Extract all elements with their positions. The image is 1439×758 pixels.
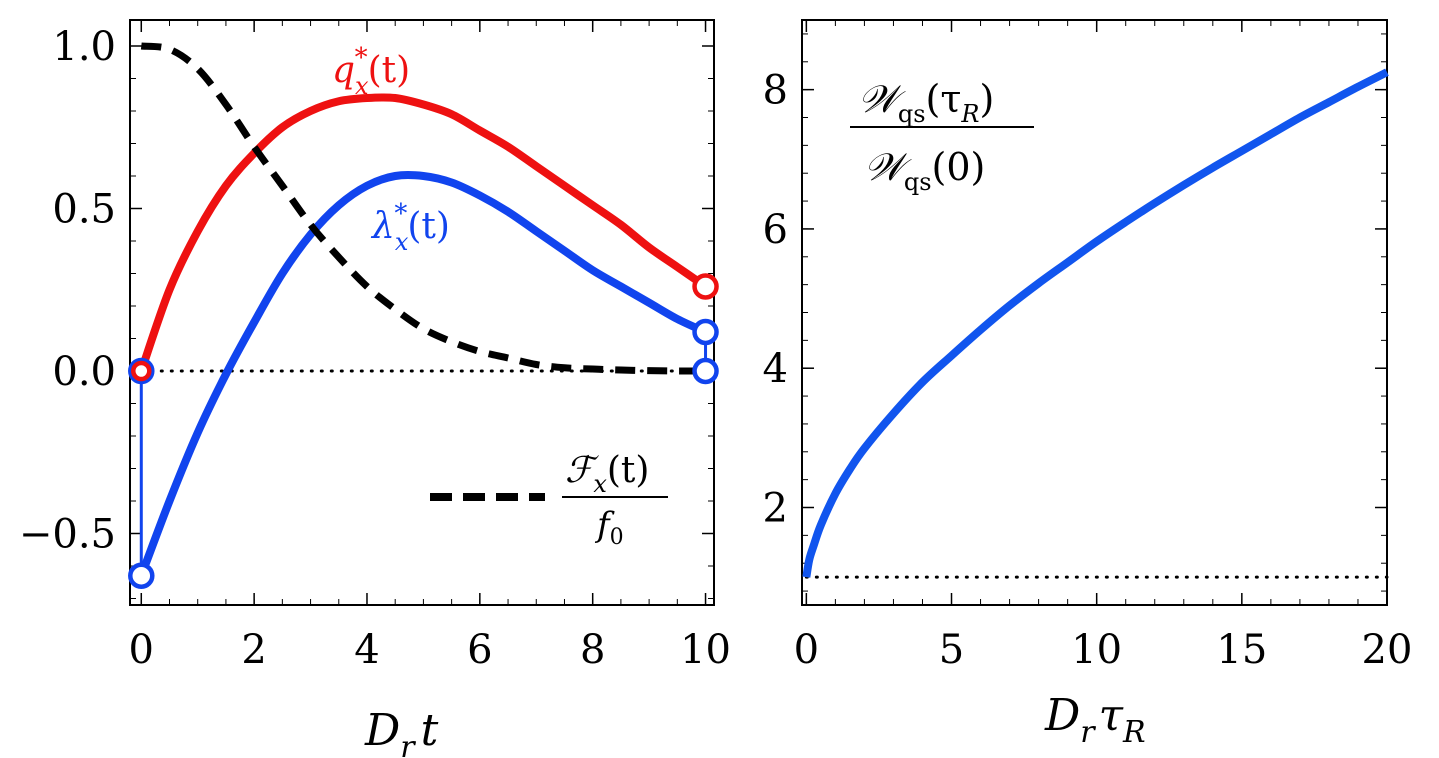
force-legend-numerator: ℱx(t) xyxy=(565,450,649,498)
left-boundary-marker-4 xyxy=(692,318,719,346)
q-series-label: qx*(t) xyxy=(332,43,410,100)
right-tick-labels: 0 5 10 15 20 2 4 6 8 xyxy=(763,68,1413,673)
right-y-tick-label: 4 xyxy=(763,346,788,392)
left-markers xyxy=(128,273,719,589)
right-y-tick-label: 2 xyxy=(763,486,788,532)
left-boundary-marker-1 xyxy=(131,360,152,382)
left-y-tick-label: 1.0 xyxy=(52,24,116,70)
ratio-numerator: 𝒲qs(τR) xyxy=(858,77,994,128)
right-x-axis-title: DrτR xyxy=(1044,690,1146,750)
left-series-line-0 xyxy=(137,93,708,373)
lambda-series-label: λx*(t) xyxy=(370,199,450,256)
force-legend: ℱx(t) f0 xyxy=(430,450,668,550)
left-series-line-1 xyxy=(137,170,708,578)
left-x-tick-label: 8 xyxy=(580,627,605,673)
left-y-tick-label: −0.5 xyxy=(19,512,116,558)
right-x-tick-label: 10 xyxy=(1071,627,1122,673)
right-chart: 0 5 10 15 20 2 4 6 8 𝒲qs(τR) 𝒲qs(0) DrτR xyxy=(763,19,1413,750)
left-y-tick-label: 0.0 xyxy=(52,349,116,395)
ratio-denominator: 𝒲qs(0) xyxy=(864,145,985,196)
right-series xyxy=(802,68,1389,578)
left-boundary-marker-5 xyxy=(692,357,719,385)
left-x-tick-label: 6 xyxy=(467,627,492,673)
left-y-tick-label: 0.5 xyxy=(52,187,116,233)
left-boundary-marker-2 xyxy=(128,562,155,589)
left-chart: 0 2 4 6 8 10 −0.5 0.0 0.5 1.0 qx*(t) λx*(t) ℱx(t)… xyxy=(19,19,731,758)
right-ticks xyxy=(802,20,1388,605)
right-x-tick-label: 15 xyxy=(1216,627,1267,673)
left-tick-labels: 0 2 4 6 8 10 −0.5 0.0 0.5 1.0 xyxy=(19,24,731,673)
left-x-axis-title: Dr t xyxy=(364,705,439,758)
left-x-tick-label: 10 xyxy=(680,627,731,673)
right-x-tick-label: 20 xyxy=(1362,627,1413,673)
left-series xyxy=(137,42,708,578)
left-boundary-marker-3 xyxy=(692,273,719,300)
right-x-tick-label: 5 xyxy=(939,627,964,673)
left-x-tick-label: 2 xyxy=(241,627,266,673)
ratio-annotation: 𝒲qs(τR) 𝒲qs(0) xyxy=(850,77,1034,196)
left-x-tick-label: 4 xyxy=(354,627,379,673)
force-legend-denominator: f0 xyxy=(594,505,624,550)
left-x-tick-label: 0 xyxy=(129,627,154,673)
right-series-line-0 xyxy=(802,68,1389,578)
right-x-tick-label: 0 xyxy=(794,627,819,673)
left-ticks xyxy=(130,20,714,605)
right-y-tick-label: 8 xyxy=(763,68,788,114)
left-plot-frame xyxy=(129,19,715,606)
right-y-tick-label: 6 xyxy=(763,207,788,253)
